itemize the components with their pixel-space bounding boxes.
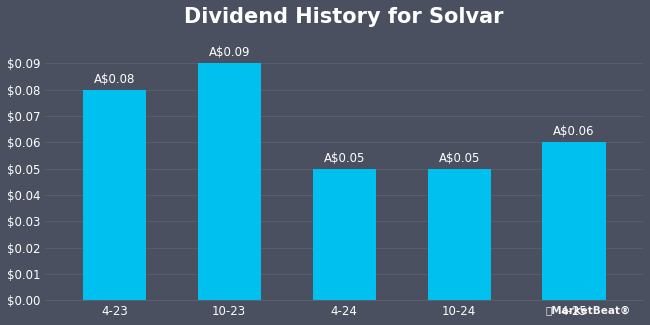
Bar bbox=[83, 89, 146, 300]
Text: ⨊MarketBeat®: ⨊MarketBeat® bbox=[545, 305, 630, 315]
Bar bbox=[313, 169, 376, 300]
Title: Dividend History for Solvar: Dividend History for Solvar bbox=[185, 7, 504, 27]
Text: A$0.08: A$0.08 bbox=[94, 72, 135, 85]
Text: A$0.05: A$0.05 bbox=[439, 151, 480, 164]
Text: A$0.09: A$0.09 bbox=[209, 46, 250, 59]
Text: A$0.05: A$0.05 bbox=[324, 151, 365, 164]
Bar bbox=[543, 142, 606, 300]
Text: A$0.06: A$0.06 bbox=[553, 125, 595, 138]
Bar bbox=[198, 63, 261, 300]
Bar bbox=[428, 169, 491, 300]
